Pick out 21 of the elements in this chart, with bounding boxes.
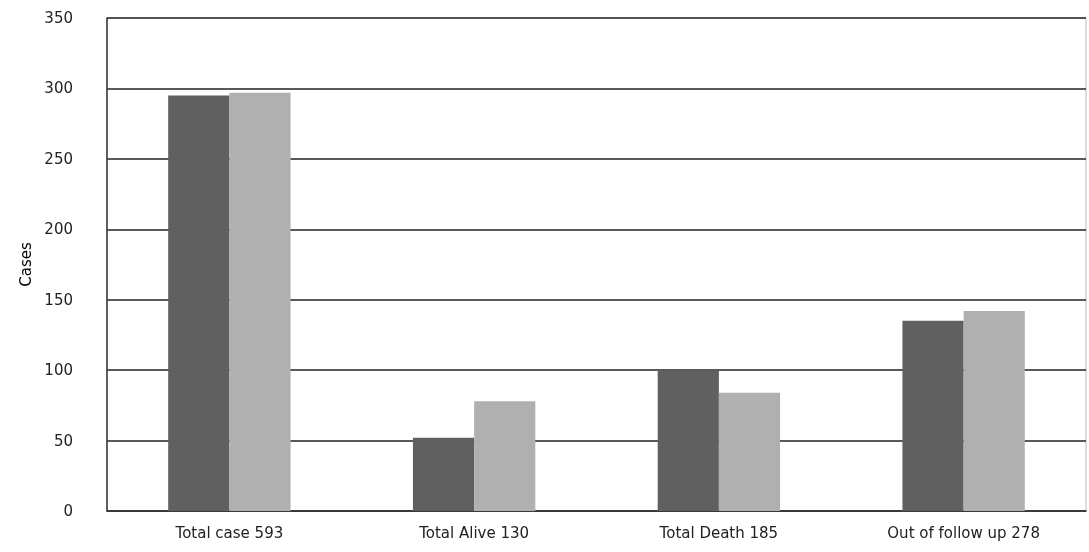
y-tick-label: 350 [44, 9, 73, 27]
y-tick-label: 150 [44, 290, 73, 309]
bar [718, 392, 781, 511]
bar [229, 92, 291, 511]
x-tick-label: Total Alive 130 [418, 523, 530, 542]
bar [963, 310, 1025, 511]
bar [657, 370, 719, 511]
y-tick-label: 0 [63, 502, 73, 520]
x-tick-label: Total case 593 [174, 523, 284, 542]
y-tick-label: 200 [44, 220, 73, 239]
y-tick-label: 100 [44, 361, 73, 380]
bar [902, 320, 964, 511]
bar [412, 437, 475, 511]
y-tick-label: 250 [44, 149, 73, 168]
bar [168, 95, 230, 511]
x-tick-label: Total Death 185 [658, 523, 779, 542]
y-tick-label: 300 [44, 79, 73, 98]
bar [474, 401, 536, 511]
y-axis-title: Cases [16, 242, 35, 287]
y-tick-label: 50 [53, 431, 73, 450]
x-tick-label: Out of follow up 278 [887, 523, 1040, 542]
